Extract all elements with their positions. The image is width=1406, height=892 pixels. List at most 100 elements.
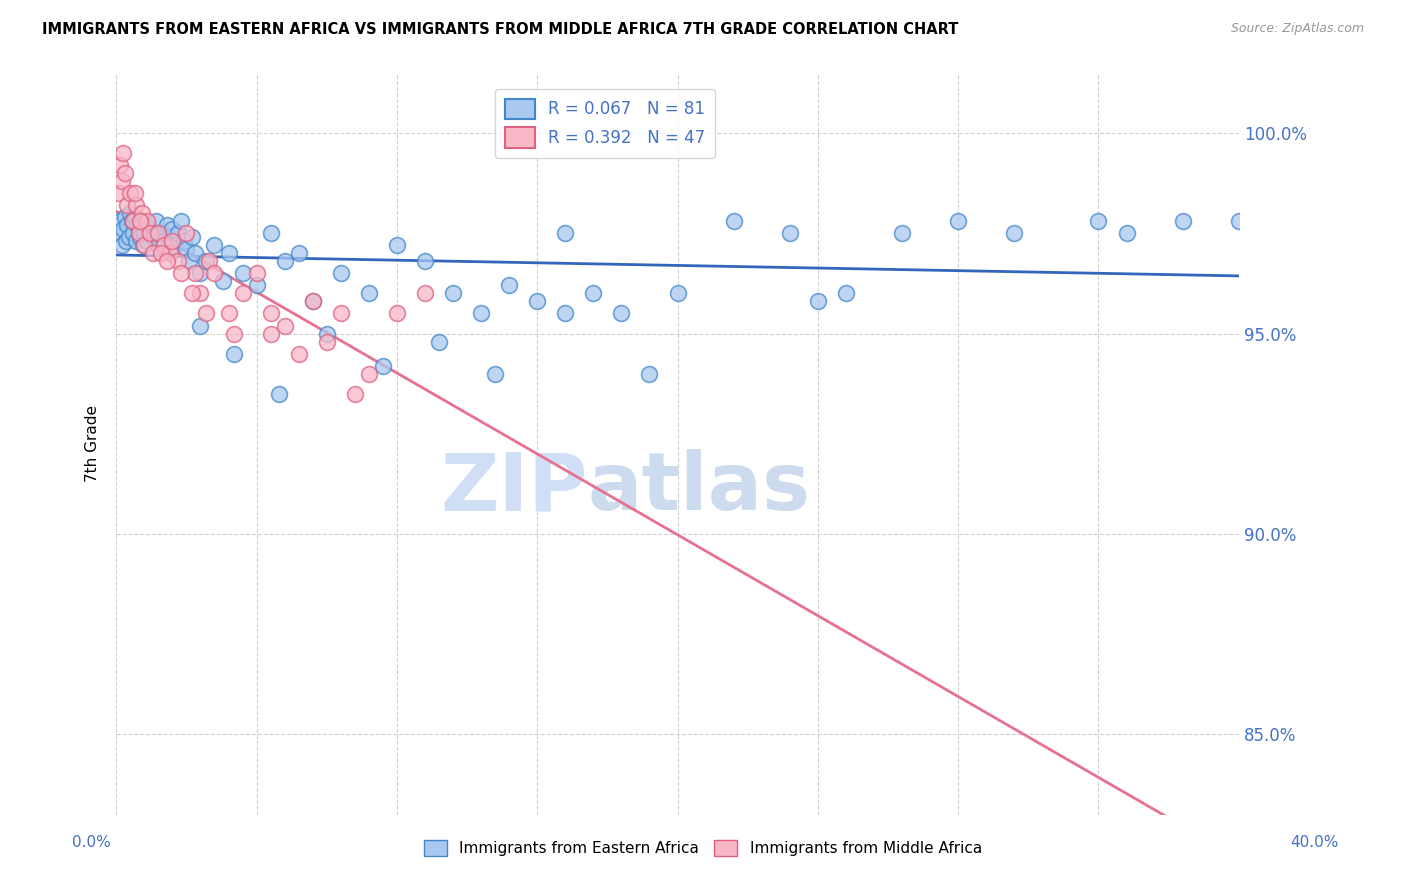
Point	[150, 227, 173, 241]
Point	[120, 186, 142, 201]
Point	[385, 238, 408, 252]
Point	[122, 214, 145, 228]
Legend: Immigrants from Eastern Africa, Immigrants from Middle Africa: Immigrants from Eastern Africa, Immigran…	[418, 834, 988, 862]
Point	[150, 246, 173, 260]
Point	[112, 146, 135, 161]
Point	[142, 230, 165, 244]
Point	[723, 214, 745, 228]
Point	[128, 222, 150, 236]
Text: Source: ZipAtlas.com: Source: ZipAtlas.com	[1230, 22, 1364, 36]
Point	[204, 238, 226, 252]
Point	[357, 367, 380, 381]
Point	[1115, 227, 1137, 241]
Point	[198, 254, 221, 268]
Point	[554, 227, 576, 241]
Point	[259, 227, 281, 241]
Point	[134, 238, 156, 252]
Point	[184, 267, 207, 281]
Point	[159, 230, 181, 244]
Point	[114, 166, 136, 180]
Point	[245, 278, 267, 293]
Point	[179, 254, 201, 268]
Point	[190, 286, 212, 301]
Point	[357, 286, 380, 301]
Point	[156, 254, 179, 268]
Point	[779, 227, 801, 241]
Point	[165, 238, 187, 252]
Point	[122, 227, 145, 241]
Point	[807, 294, 830, 309]
Point	[1087, 214, 1109, 228]
Point	[117, 219, 139, 233]
Point	[125, 235, 148, 249]
Text: 0.0%: 0.0%	[72, 836, 111, 850]
Point	[139, 222, 162, 236]
Point	[232, 286, 254, 301]
Point	[427, 334, 450, 349]
Point	[287, 346, 309, 360]
Point	[110, 214, 132, 228]
Point	[212, 274, 235, 288]
Point	[128, 227, 150, 241]
Point	[329, 267, 352, 281]
Legend: R = 0.067   N = 81, R = 0.392   N = 47: R = 0.067 N = 81, R = 0.392 N = 47	[495, 88, 716, 158]
Point	[135, 219, 157, 233]
Point	[287, 246, 309, 260]
Point	[273, 318, 295, 333]
Point	[132, 238, 155, 252]
Text: ZIP: ZIP	[440, 450, 588, 527]
Point	[167, 254, 190, 268]
Text: IMMIGRANTS FROM EASTERN AFRICA VS IMMIGRANTS FROM MIDDLE AFRICA 7TH GRADE CORREL: IMMIGRANTS FROM EASTERN AFRICA VS IMMIGR…	[42, 22, 959, 37]
Point	[108, 186, 131, 201]
Point	[315, 334, 337, 349]
Point	[301, 294, 323, 309]
Point	[159, 246, 181, 260]
Point	[498, 278, 520, 293]
Point	[127, 219, 149, 233]
Point	[413, 286, 436, 301]
Point	[218, 246, 240, 260]
Point	[301, 294, 323, 309]
Point	[195, 306, 218, 320]
Point	[148, 227, 170, 241]
Y-axis label: 7th Grade: 7th Grade	[86, 405, 100, 483]
Point	[129, 230, 152, 244]
Point	[125, 198, 148, 212]
Point	[111, 238, 134, 252]
Point	[131, 214, 153, 228]
Point	[139, 227, 162, 241]
Point	[484, 367, 506, 381]
Point	[245, 267, 267, 281]
Point	[371, 359, 394, 373]
Point	[195, 254, 218, 268]
Point	[108, 227, 131, 241]
Point	[129, 214, 152, 228]
Point	[343, 386, 366, 401]
Point	[184, 246, 207, 260]
Point	[117, 198, 139, 212]
Point	[124, 186, 146, 201]
Point	[162, 235, 184, 249]
Point	[190, 267, 212, 281]
Point	[167, 227, 190, 241]
Point	[181, 286, 204, 301]
Point	[156, 219, 179, 233]
Point	[218, 306, 240, 320]
Point	[273, 254, 295, 268]
Point	[666, 286, 689, 301]
Point	[470, 306, 492, 320]
Point	[232, 267, 254, 281]
Point	[118, 230, 141, 244]
Point	[131, 206, 153, 220]
Point	[121, 214, 143, 228]
Text: 40.0%: 40.0%	[1291, 836, 1339, 850]
Point	[610, 306, 633, 320]
Point	[120, 206, 142, 220]
Point	[190, 318, 212, 333]
Point	[582, 286, 605, 301]
Point	[114, 211, 136, 225]
Point	[638, 367, 661, 381]
Point	[181, 230, 204, 244]
Point	[259, 306, 281, 320]
Point	[111, 174, 134, 188]
